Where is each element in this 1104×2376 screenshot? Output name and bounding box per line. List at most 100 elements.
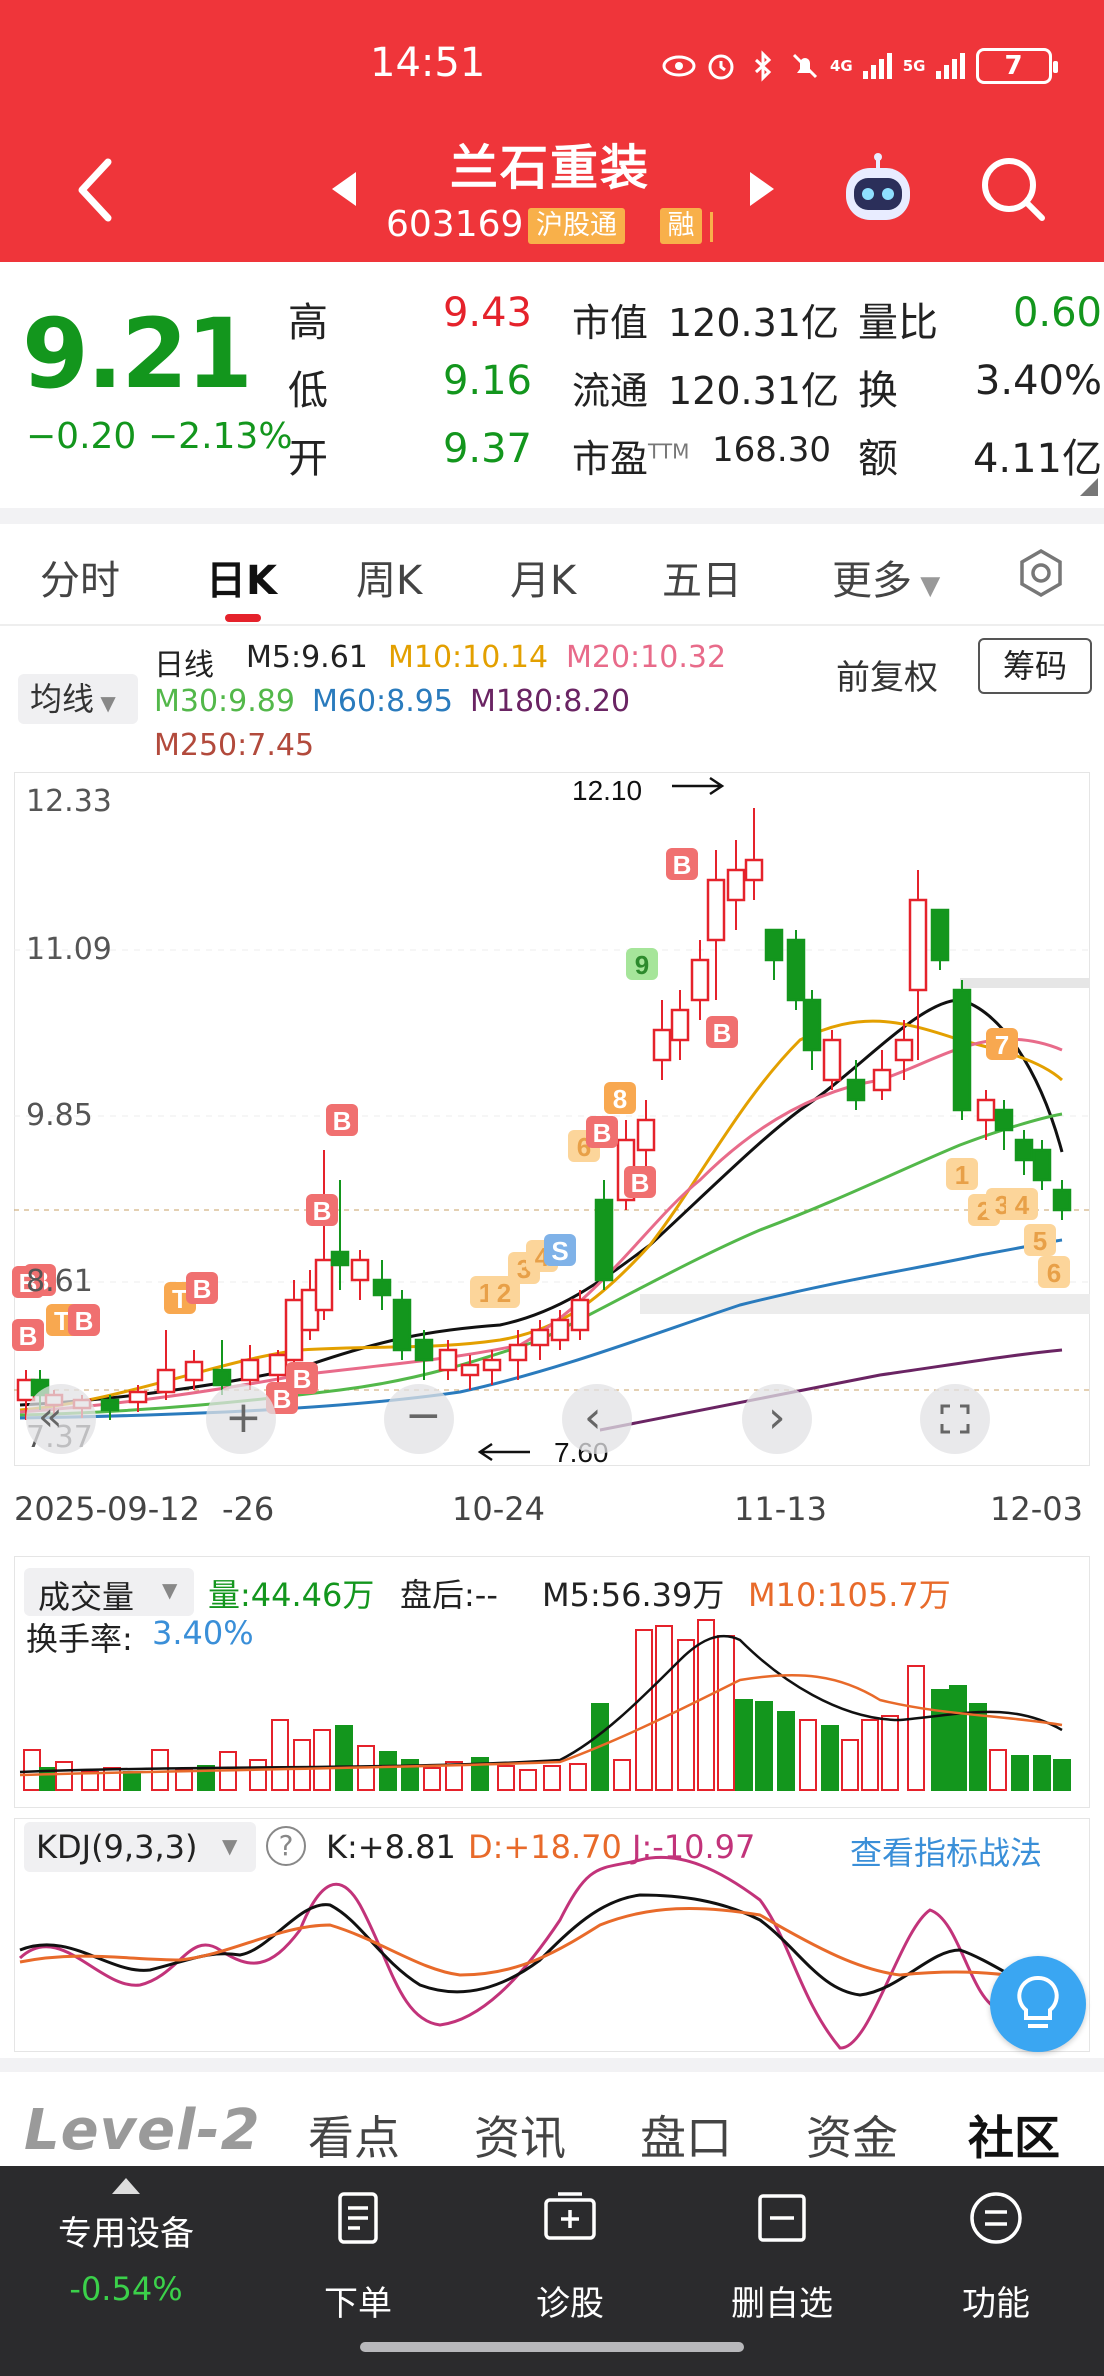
tab-five-day[interactable]: 五日 xyxy=(662,558,742,604)
date-label: 11-13 xyxy=(734,1490,827,1528)
tab-weekly-k[interactable]: 周K xyxy=(356,558,423,604)
float-mcap-value: 120.31亿 xyxy=(668,369,839,413)
tab-community[interactable]: 社区 xyxy=(968,2111,1060,2165)
chip-distribution-button[interactable]: 筹码 xyxy=(978,638,1092,694)
tab-monthly-k[interactable]: 月K xyxy=(510,558,577,604)
after-hours-volume: 盘后:-- xyxy=(400,1576,498,1614)
signal-badge-label: 1 xyxy=(955,1160,969,1190)
robot-assistant-icon[interactable] xyxy=(838,150,918,230)
candles xyxy=(16,808,1072,1420)
signal-badge xyxy=(12,1319,44,1351)
price-axis-label: 9.85 xyxy=(26,1098,93,1133)
candle-body xyxy=(726,868,746,902)
volume-frame xyxy=(14,1556,1090,1808)
fullscreen-button[interactable] xyxy=(920,1384,990,1454)
eye-icon xyxy=(662,55,696,77)
signal-badge xyxy=(666,848,698,880)
kdj-chart xyxy=(18,1855,1063,2050)
expand-corner-icon[interactable] xyxy=(1080,478,1098,496)
pe-label: 市盈TTM xyxy=(572,428,689,483)
scroll-left-fast-button[interactable]: « xyxy=(26,1384,96,1454)
adjust-mode[interactable]: 前复权 xyxy=(836,658,938,698)
volume-indicator-selector[interactable]: 成交量 ▼ xyxy=(24,1568,194,1616)
signal-badge xyxy=(946,1158,978,1190)
candle-body xyxy=(156,1368,176,1394)
assistant-bulb-button[interactable] xyxy=(990,1956,1086,2052)
tab-capital-flow[interactable]: 资金 xyxy=(806,2111,898,2165)
signal-badge xyxy=(586,1116,618,1148)
tab-intraday[interactable]: 分时 xyxy=(40,558,120,604)
volume-selector-label: 成交量 xyxy=(38,1578,135,1616)
help-icon[interactable]: ? xyxy=(266,1826,306,1866)
signal-badge-label: B xyxy=(333,1106,352,1136)
volume-bar xyxy=(821,1725,839,1791)
prev-stock-arrow[interactable] xyxy=(330,170,358,208)
sector-name: 专用设备 xyxy=(58,2214,194,2254)
app-header: 14:51 4G 5G 7 兰石重装 603169 沪股通 融 xyxy=(0,0,1104,262)
ma10-value: M10:10.14 xyxy=(388,640,549,675)
candle-body xyxy=(550,1318,570,1342)
open-value: 9.37 xyxy=(442,426,532,472)
signal-icon-2 xyxy=(935,53,965,79)
volume-bar xyxy=(55,1761,73,1791)
volume-bar xyxy=(313,1729,331,1791)
candle-body xyxy=(268,1353,288,1377)
volume-bar xyxy=(543,1765,561,1791)
zoom-out-button[interactable]: − xyxy=(384,1384,454,1454)
signal-badge xyxy=(306,1194,338,1226)
kdj-d-line xyxy=(19,1906,1063,1987)
signal-badge-label: 8 xyxy=(613,1084,627,1114)
chip-band xyxy=(960,978,1090,988)
next-stock-arrow[interactable] xyxy=(748,170,776,208)
level2-tab[interactable]: Level-2 xyxy=(24,2098,261,2163)
kdj-k-value: K:+8.81 xyxy=(326,1828,456,1866)
minus-icon: − xyxy=(405,1390,442,1441)
home-indicator[interactable] xyxy=(360,2342,744,2352)
tab-daily-k[interactable]: 日K xyxy=(206,558,277,604)
section-divider xyxy=(0,2058,1104,2072)
minus-square-icon xyxy=(758,2194,806,2242)
signal-badge-label: 2 xyxy=(497,1278,511,1308)
chevron-right-icon: › xyxy=(768,1392,786,1443)
signal-badge-label: 6 xyxy=(1047,1258,1061,1288)
search-icon[interactable] xyxy=(978,154,1048,224)
settings-icon[interactable] xyxy=(1016,548,1066,598)
signal-badge-label: B xyxy=(293,1364,312,1394)
candle-body xyxy=(530,1328,550,1347)
kdj-indicator-selector[interactable]: KDJ(9,3,3) ▼ xyxy=(24,1822,256,1872)
signal-badge-label: B xyxy=(19,1321,38,1351)
low-label: 低 xyxy=(288,368,328,414)
chip-band xyxy=(640,1294,1090,1314)
date-label: 10-24 xyxy=(452,1490,545,1528)
current-price: 9.21 xyxy=(22,298,253,410)
tab-highlights[interactable]: 看点 xyxy=(308,2111,400,2165)
tab-more[interactable]: 更多 ▼ xyxy=(832,548,940,606)
high-arrow-icon xyxy=(672,776,725,796)
back-button[interactable] xyxy=(70,150,120,230)
zoom-in-button[interactable]: + xyxy=(206,1384,276,1454)
volume-ma10: M10:105.7万 xyxy=(748,1576,951,1614)
section-divider xyxy=(0,508,1104,524)
signal-badge-label: B xyxy=(313,1196,332,1226)
candle-body xyxy=(128,1390,148,1404)
signal-badge-label: 7 xyxy=(995,1030,1009,1060)
stock-name: 兰石重装 xyxy=(449,140,650,196)
volume-bar xyxy=(1011,1755,1029,1791)
scroll-right-button[interactable]: › xyxy=(742,1384,812,1454)
turnover-value: 3.40% xyxy=(974,358,1102,404)
ma60-value: M60:8.95 xyxy=(312,684,453,719)
caret-up-icon xyxy=(112,2178,140,2194)
tab-news[interactable]: 资讯 xyxy=(474,2111,566,2165)
volume-bar xyxy=(777,1711,795,1791)
indicator-strategy-link[interactable]: 查看指标战法 xyxy=(850,1834,1043,1872)
scroll-left-button[interactable]: ‹ xyxy=(562,1384,632,1454)
ma-selector[interactable]: 均线 ▼ xyxy=(18,674,138,724)
volume-value: 量:44.46万 xyxy=(208,1576,375,1614)
ma180-line xyxy=(599,1348,1063,1432)
volume-ratio-label: 量比 xyxy=(858,300,938,346)
tabs-divider xyxy=(0,624,1104,626)
order-document-icon xyxy=(338,2192,378,2244)
tab-order-book[interactable]: 盘口 xyxy=(640,2111,732,2165)
signal-badge xyxy=(186,1272,218,1304)
candle-body xyxy=(1052,1188,1072,1212)
